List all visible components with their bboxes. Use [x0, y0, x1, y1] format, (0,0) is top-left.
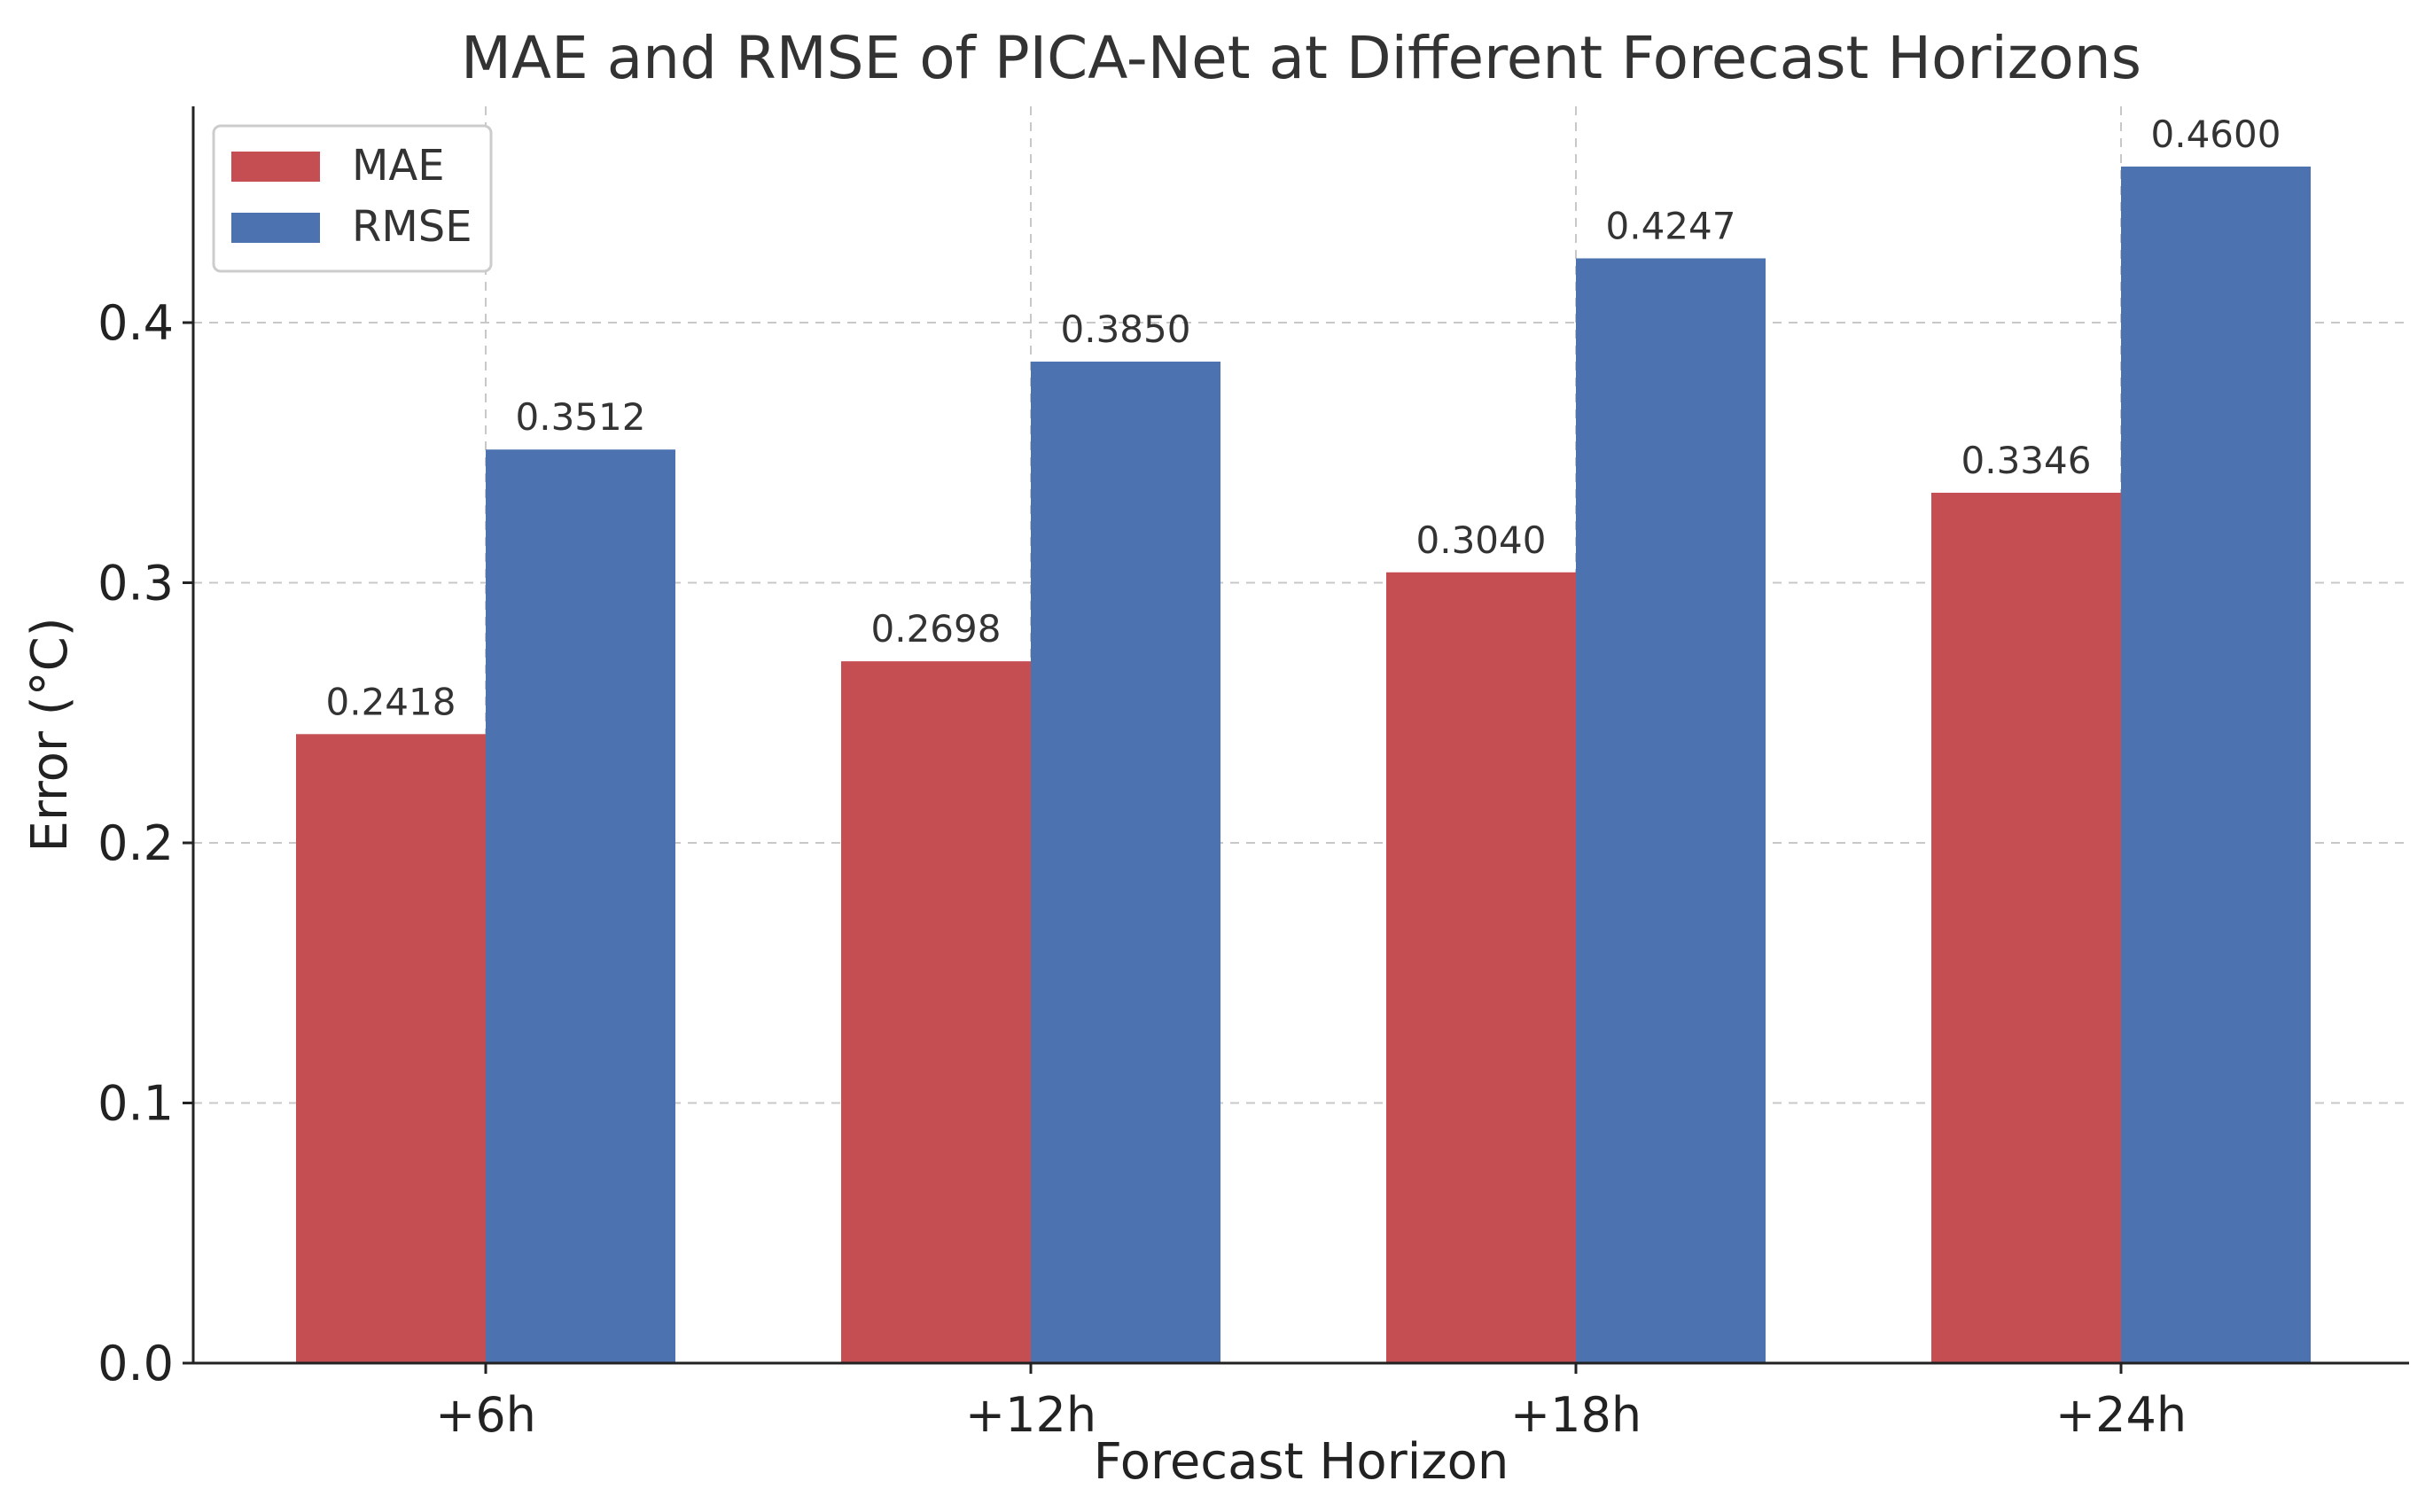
y-tick-label: 0.3: [97, 556, 174, 612]
legend-label-rmse: RMSE: [352, 202, 472, 252]
bar-rmse: [1576, 258, 1766, 1363]
bar-rmse: [486, 449, 675, 1363]
bars-layer: [296, 166, 2311, 1363]
x-tick-label: +12h: [965, 1387, 1096, 1443]
legend-swatch-mae: [231, 152, 320, 182]
data-label-mae: 0.2418: [326, 680, 456, 723]
data-label-mae: 0.2698: [871, 607, 1002, 651]
y-tick-label: 0.4: [97, 295, 174, 351]
x-tick-label: +18h: [1510, 1387, 1641, 1443]
y-axis-title: Error (°C): [21, 617, 79, 852]
data-label-mae: 0.3040: [1416, 518, 1547, 562]
x-tick-label: +24h: [2055, 1387, 2187, 1443]
data-label-rmse: 0.3512: [516, 395, 646, 439]
chart-title: MAE and RMSE of PICA-Net at Different Fo…: [461, 24, 2141, 92]
bar-rmse: [2121, 166, 2311, 1363]
x-axis-title: Forecast Horizon: [1094, 1433, 1509, 1491]
bar-mae: [1386, 572, 1576, 1363]
y-tick-label: 0.2: [97, 815, 174, 871]
legend-swatch-rmse: [231, 213, 320, 243]
legend-label-mae: MAE: [352, 141, 445, 191]
data-label-rmse: 0.3850: [1061, 308, 1191, 351]
axes-layer: [191, 106, 2409, 1365]
bar-mae: [841, 661, 1031, 1363]
y-tick-label: 0.0: [97, 1336, 174, 1391]
data-label-mae: 0.3346: [1961, 439, 2092, 482]
labels-layer: 0.0 0.1 0.2 0.3 0.4 +6h +12h +18h +24h 0.2418 0.26…: [97, 113, 2281, 1443]
data-label-rmse: 0.4247: [1606, 205, 1736, 248]
bar-mae: [1931, 492, 2121, 1363]
y-tick-label: 0.1: [97, 1076, 174, 1132]
bar-mae: [296, 734, 486, 1363]
bar-rmse: [1031, 362, 1220, 1363]
legend: MAE RMSE: [212, 124, 493, 273]
x-tick-label: +6h: [435, 1387, 536, 1443]
data-label-rmse: 0.4600: [2151, 113, 2281, 156]
